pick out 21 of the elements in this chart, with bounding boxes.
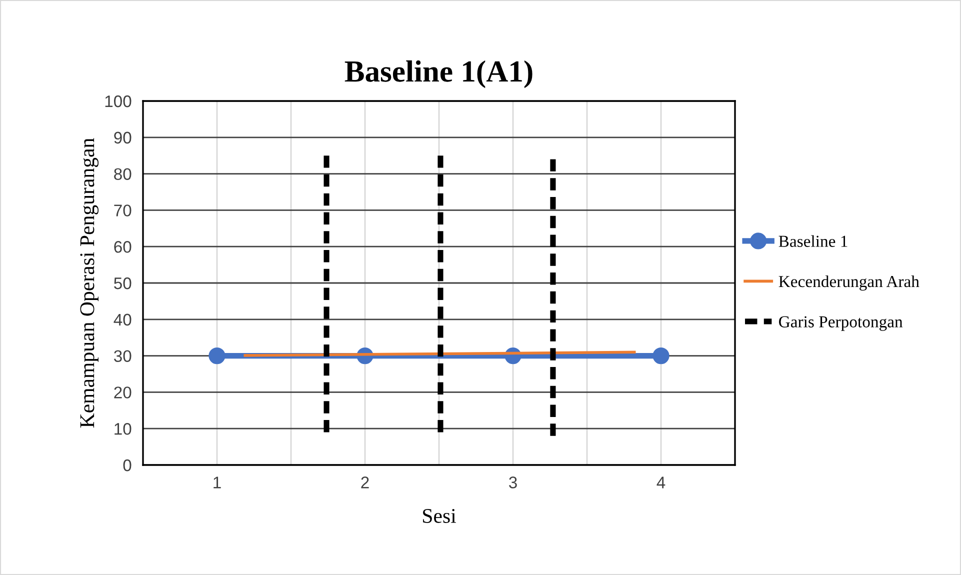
y-tick-label: 70 — [114, 204, 132, 216]
x-tick-label: 4 — [656, 476, 666, 488]
legend-label: Garis Perpotongan — [779, 316, 903, 331]
legend-label: Baseline 1 — [778, 235, 848, 247]
y-tick-label: 30 — [114, 350, 132, 362]
y-tick-label: 0 — [123, 459, 132, 472]
y-tick-label: 100 — [105, 95, 132, 108]
y-tick-label: 40 — [114, 314, 132, 326]
x-axis-title: Sesi — [423, 508, 456, 523]
y-axis-title: Kemampuan Operasi Pengurangan — [80, 138, 99, 428]
y-tick-label: 80 — [114, 168, 132, 180]
y-tick-label: 60 — [114, 241, 132, 253]
x-tick-label: 2 — [361, 476, 369, 488]
legend-label: Kecenderungan Arah — [778, 275, 920, 291]
y-tick-label: 50 — [114, 277, 132, 290]
y-tick-label: 10 — [114, 423, 132, 435]
y-tick-label: 90 — [114, 132, 132, 144]
x-tick-label: 1 — [214, 476, 221, 488]
y-tick-label: 20 — [114, 386, 132, 398]
x-tick-label: 3 — [509, 476, 517, 488]
chart-title: Baseline 1(A1) — [344, 60, 532, 88]
